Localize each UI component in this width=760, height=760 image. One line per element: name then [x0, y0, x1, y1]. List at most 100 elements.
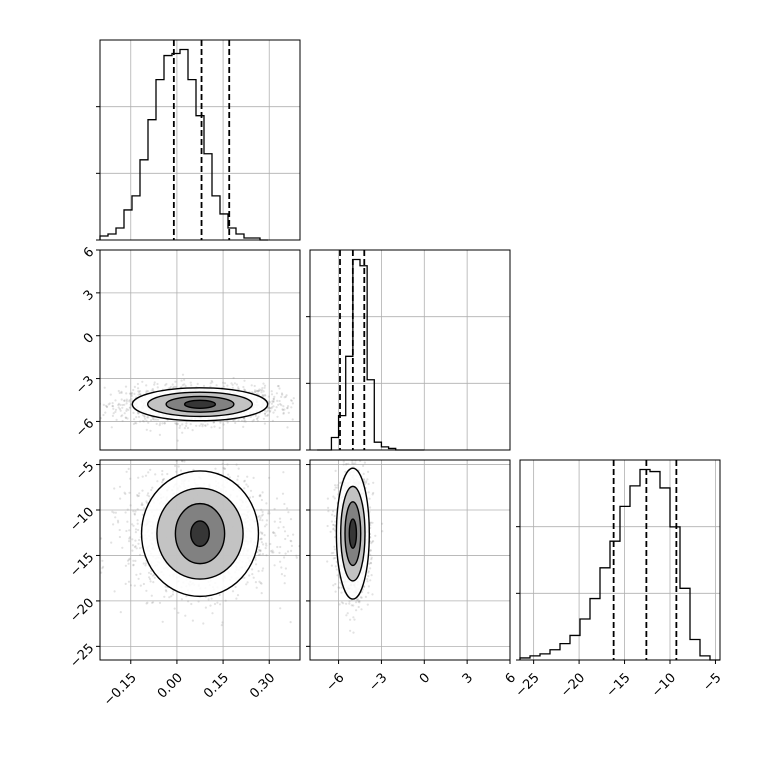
scatter-point	[169, 385, 172, 388]
scatter-point	[277, 384, 280, 388]
scatter-point	[133, 545, 137, 549]
scatter-point	[172, 590, 175, 593]
contour-line-1-1	[174, 502, 226, 565]
scatter-point	[133, 512, 136, 515]
scatter-point	[180, 379, 183, 382]
scatter-point	[255, 586, 258, 589]
scatter-point	[291, 402, 294, 405]
scatter-point	[251, 420, 254, 423]
scatter-point	[282, 408, 285, 411]
scatter-point	[145, 602, 148, 605]
scatter-point	[165, 382, 168, 386]
scatter-point	[372, 491, 375, 495]
scatter-point	[243, 479, 246, 482]
scatter-point	[210, 426, 213, 429]
scatter-point	[246, 485, 250, 488]
scatter-point	[263, 412, 267, 415]
scatter-point	[355, 453, 357, 455]
scatter-point	[123, 412, 126, 415]
scatter-point	[279, 560, 282, 563]
scatter-point	[367, 470, 370, 473]
scatter-point	[381, 522, 384, 525]
scatter-point	[163, 422, 166, 425]
scatter-point	[228, 476, 231, 479]
scatter-point	[129, 406, 132, 409]
scatter-point	[95, 507, 97, 509]
scatter-point	[171, 383, 174, 386]
scatter-point	[133, 584, 136, 587]
scatter-point	[70, 417, 72, 419]
scatter-point	[275, 406, 278, 409]
scatter-point	[181, 423, 184, 426]
scatter-point	[216, 601, 219, 604]
scatter-point	[366, 603, 369, 606]
hist-frame-0	[99, 39, 301, 241]
scatter-point	[267, 510, 270, 513]
scatter-point	[153, 381, 156, 384]
scatter-point	[263, 394, 266, 397]
scatter-point	[112, 407, 115, 410]
scatter-point	[231, 386, 234, 389]
scatter-point	[114, 516, 117, 519]
scatter-point	[272, 397, 275, 400]
scatter-point	[278, 517, 282, 520]
scatter-point	[204, 606, 207, 609]
scatter-point	[264, 414, 267, 417]
scatter-point	[261, 569, 264, 572]
scatter-point	[242, 425, 245, 428]
scatter-point	[280, 392, 284, 395]
scatter-point	[181, 431, 184, 434]
scatter-point	[340, 586, 344, 589]
scatter-point	[139, 572, 142, 576]
scatter-point	[155, 422, 158, 425]
scatter-point	[146, 601, 149, 604]
scatter-point	[143, 415, 146, 418]
scatter-point	[226, 421, 229, 424]
scatter-point	[258, 518, 262, 522]
scatter-point	[280, 573, 283, 576]
scatter-point	[284, 567, 287, 570]
scatter-point	[333, 545, 336, 548]
scatter-point	[251, 573, 254, 576]
scatter-point	[163, 595, 166, 598]
scatter-point	[151, 486, 154, 489]
scatter-point	[290, 549, 293, 553]
scatter-point	[121, 403, 124, 407]
scatter-point	[181, 373, 185, 376]
scatter-point	[273, 532, 276, 535]
scatter-point	[243, 419, 246, 422]
scatter-point	[141, 475, 144, 478]
scatter-point	[117, 406, 120, 409]
scatter-point	[139, 584, 142, 587]
scatter-point	[243, 389, 247, 392]
scatter-point	[369, 561, 372, 565]
scatter-point	[257, 389, 260, 392]
scatter-point	[257, 545, 260, 549]
scatter-point	[124, 492, 127, 495]
scatter-point	[279, 607, 282, 610]
scatter-point	[111, 402, 114, 405]
scatter-point	[261, 531, 264, 534]
scatter-point	[141, 489, 144, 492]
scatter-point	[153, 418, 156, 421]
scatter-point	[266, 413, 269, 416]
scatter-point	[286, 534, 289, 537]
scatter-point	[222, 423, 225, 426]
scatter-point	[202, 384, 206, 387]
scatter-point	[234, 421, 237, 425]
scatter-point	[372, 481, 375, 484]
scatter-point	[164, 585, 167, 588]
scatter-point	[346, 612, 349, 615]
scatter-point	[137, 494, 140, 497]
scatter-point	[191, 429, 194, 432]
scatter-point	[282, 405, 285, 408]
scatter-point	[357, 605, 360, 609]
scatter-point	[159, 422, 162, 425]
scatter-point	[371, 540, 374, 544]
scatter-point	[224, 599, 227, 602]
scatter-point	[158, 433, 161, 436]
scatter-point	[248, 496, 252, 499]
scatter-point	[215, 384, 218, 387]
scatter-point	[148, 577, 152, 581]
scatter-point	[252, 576, 255, 579]
